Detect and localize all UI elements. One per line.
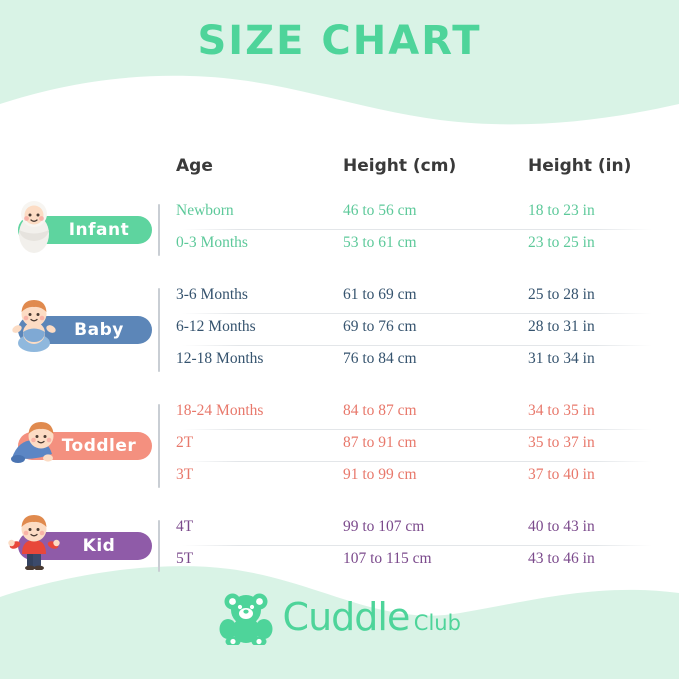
size-group-infant: Newborn 46 to 56 cm 18 to 23 in 0-3 Months 5… [0, 198, 679, 262]
row-age: 3-6 Months [176, 286, 248, 303]
row-height-in: 18 to 23 in [528, 202, 595, 219]
category-pill-label: Baby [74, 320, 124, 340]
row-height-in: 37 to 40 in [528, 466, 595, 483]
row-age: 3T [176, 466, 194, 483]
row-height-cm: 76 to 84 cm [343, 350, 417, 367]
row-separator [182, 345, 652, 346]
row-age: 18-24 Months [176, 402, 264, 419]
row-height-cm: 61 to 69 cm [343, 286, 417, 303]
column-header-height-cm: Height (cm) [343, 156, 457, 176]
row-height-in: 23 to 25 in [528, 234, 595, 251]
row-height-cm: 107 to 115 cm [343, 550, 432, 567]
table-row: 2T 87 to 91 cm 35 to 37 in [168, 430, 668, 462]
crawling-toddler-illustration [11, 422, 54, 463]
row-height-cm: 84 to 87 cm [343, 402, 417, 419]
row-height-in: 34 to 35 in [528, 402, 595, 419]
row-separator [182, 429, 652, 430]
row-height-in: 43 to 46 in [528, 550, 595, 567]
row-height-cm: 53 to 61 cm [343, 234, 417, 251]
column-header-height-in: Height (in) [528, 156, 632, 176]
row-height-in: 31 to 34 in [528, 350, 595, 367]
row-height-in: 40 to 43 in [528, 518, 595, 535]
sitting-baby-illustration [12, 300, 56, 352]
table-row: Newborn 46 to 56 cm 18 to 23 in [168, 198, 668, 230]
row-height-cm: 91 to 99 cm [343, 466, 417, 483]
row-height-in: 25 to 28 in [528, 286, 595, 303]
row-height-cm: 87 to 91 cm [343, 434, 417, 451]
row-height-in: 35 to 37 in [528, 434, 595, 451]
group-divider [158, 404, 160, 488]
row-separator [182, 545, 652, 546]
group-divider [158, 288, 160, 372]
group-divider [158, 520, 160, 572]
logo-sub-name: Club [413, 611, 461, 635]
row-age: Newborn [176, 202, 234, 219]
table-row: 3-6 Months 61 to 69 cm 25 to 28 in [168, 282, 668, 314]
table-row: 0-3 Months 53 to 61 cm 23 to 25 in [168, 230, 668, 262]
row-age: 5T [176, 550, 194, 567]
brand-logo: Cuddle Club [0, 589, 679, 645]
column-header-age: Age [176, 156, 213, 176]
table-row: 12-18 Months 76 to 84 cm 31 to 34 in [168, 346, 668, 378]
swaddled-baby-illustration [19, 201, 49, 253]
table-row: 5T 107 to 115 cm 43 to 46 in [168, 546, 668, 578]
table-row: 18-24 Months 84 to 87 cm 34 to 35 in [168, 398, 668, 430]
page-title: SIZE CHART [197, 18, 482, 64]
row-age: 6-12 Months [176, 318, 256, 335]
size-group-baby: 3-6 Months 61 to 69 cm 25 to 28 in 6-12 Mon… [0, 282, 679, 378]
size-group-toddler: 18-24 Months 84 to 87 cm 34 to 35 in 2T 87 t… [0, 398, 679, 494]
row-age: 0-3 Months [176, 234, 248, 251]
category-pill-label: Toddler [61, 436, 137, 456]
logo-brand-name: Cuddle [282, 595, 411, 639]
row-height-cm: 69 to 76 cm [343, 318, 417, 335]
teddy-bear-icon [219, 593, 273, 645]
row-age: 4T [176, 518, 194, 535]
row-age: 12-18 Months [176, 350, 264, 367]
group-divider [158, 204, 160, 256]
standing-kid-illustration [8, 515, 60, 570]
category-pill-label: Infant [68, 220, 130, 240]
table-row: 4T 99 to 107 cm 40 to 43 in [168, 514, 668, 546]
table-row: 6-12 Months 69 to 76 cm 28 to 31 in [168, 314, 668, 346]
size-group-kid: 4T 99 to 107 cm 40 to 43 in 5T 107 to 115 cm… [0, 514, 679, 578]
row-separator [182, 229, 652, 230]
row-separator [182, 313, 652, 314]
table-row: 3T 91 to 99 cm 37 to 40 in [168, 462, 668, 494]
row-height-in: 28 to 31 in [528, 318, 595, 335]
row-age: 2T [176, 434, 194, 451]
category-pill-label: Kid [82, 536, 116, 556]
row-separator [182, 461, 652, 462]
row-height-cm: 46 to 56 cm [343, 202, 417, 219]
row-height-cm: 99 to 107 cm [343, 518, 425, 535]
